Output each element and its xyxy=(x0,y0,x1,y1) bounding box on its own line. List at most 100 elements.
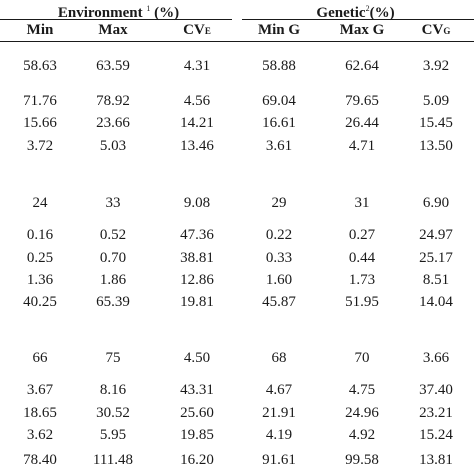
cell-min-g: 0.22 xyxy=(265,227,293,243)
genetic-unit: (%) xyxy=(369,5,395,21)
cell-max: 0.70 xyxy=(99,250,127,266)
cell-max: 1.86 xyxy=(99,272,127,288)
column-header-label: CV xyxy=(183,22,205,38)
column-header-subscript: E xyxy=(204,26,211,36)
cell-cv-g: 3.66 xyxy=(422,350,450,366)
cell-min: 3.67 xyxy=(26,382,54,398)
cell-cv-g: 3.92 xyxy=(422,58,450,74)
column-header-label: Max G xyxy=(339,22,385,38)
cell-max-g: 62.64 xyxy=(345,58,379,74)
genetic-label: Genetic xyxy=(316,5,366,21)
environment-label: Environment xyxy=(57,5,143,21)
column-header-label: Min xyxy=(26,22,54,38)
cell-cv-e: 4.50 xyxy=(183,350,211,366)
cell-cv-e: 4.56 xyxy=(183,93,211,109)
cell-min-g: 58.88 xyxy=(262,58,296,74)
cell-min-g: 45.87 xyxy=(262,294,296,310)
cell-max-g: 0.44 xyxy=(348,250,376,266)
cell-cv-e: 19.85 xyxy=(180,427,214,443)
genetic-group-rule xyxy=(242,19,474,20)
cell-max: 111.48 xyxy=(92,452,134,468)
column-header-cv-g: CVG xyxy=(396,20,474,40)
environment-group-header: Environment 1 (%) xyxy=(0,0,237,21)
cell-cv-e: 38.81 xyxy=(180,250,214,266)
column-header-min-g: Min G xyxy=(239,20,319,40)
cell-cv-g: 13.81 xyxy=(419,452,453,468)
cell-min: 18.65 xyxy=(23,405,57,421)
cell-cv-g: 14.04 xyxy=(419,294,453,310)
cell-max-g: 4.75 xyxy=(348,382,376,398)
cell-cv-g: 25.17 xyxy=(419,250,453,266)
cell-min: 15.66 xyxy=(23,115,57,131)
cell-min: 0.16 xyxy=(26,227,54,243)
cell-cv-e: 47.36 xyxy=(180,227,214,243)
cell-max: 0.52 xyxy=(99,227,127,243)
column-header-label: Max xyxy=(98,22,128,38)
cell-cv-g: 37.40 xyxy=(419,382,453,398)
cell-min: 3.62 xyxy=(26,427,54,443)
cell-max: 75 xyxy=(105,350,121,366)
cell-cv-g: 24.97 xyxy=(419,227,453,243)
cell-max: 78.92 xyxy=(96,93,130,109)
cell-cv-e: 12.86 xyxy=(180,272,214,288)
cell-min: 78.40 xyxy=(23,452,57,468)
cell-min-g: 0.33 xyxy=(265,250,293,266)
cell-min-g: 21.91 xyxy=(262,405,296,421)
cell-max-g: 79.65 xyxy=(345,93,379,109)
cell-min: 66 xyxy=(32,350,48,366)
cell-cv-e: 4.31 xyxy=(183,58,211,74)
cell-cv-g: 23.21 xyxy=(419,405,453,421)
cell-min-g: 68 xyxy=(271,350,287,366)
cell-max: 65.39 xyxy=(96,294,130,310)
environment-unit: (%) xyxy=(154,5,180,21)
cell-max-g: 26.44 xyxy=(345,115,379,131)
cell-min-g: 16.61 xyxy=(262,115,296,131)
cell-min: 40.25 xyxy=(23,294,57,310)
cell-cv-e: 43.31 xyxy=(180,382,214,398)
cell-max-g: 51.95 xyxy=(345,294,379,310)
cell-cv-g: 15.24 xyxy=(419,427,453,443)
cell-max: 8.16 xyxy=(99,382,127,398)
column-header-max-g: Max G xyxy=(322,20,402,40)
genetic-group-header: Genetic2(%) xyxy=(237,0,474,21)
cell-min: 0.25 xyxy=(26,250,54,266)
cell-cv-g: 6.90 xyxy=(422,195,450,211)
header-rule xyxy=(0,41,474,42)
cell-cv-e: 25.60 xyxy=(180,405,214,421)
cell-max: 63.59 xyxy=(96,58,130,74)
cell-min: 3.72 xyxy=(26,138,54,154)
cell-min-g: 69.04 xyxy=(262,93,296,109)
cell-max: 23.66 xyxy=(96,115,130,131)
cell-min: 1.36 xyxy=(26,272,54,288)
cell-max-g: 70 xyxy=(354,350,370,366)
column-header-label: Min G xyxy=(257,22,301,38)
cell-max-g: 0.27 xyxy=(348,227,376,243)
cell-min-g: 4.67 xyxy=(265,382,293,398)
cell-min: 58.63 xyxy=(23,58,57,74)
cell-min: 24 xyxy=(32,195,48,211)
cell-max-g: 4.71 xyxy=(348,138,376,154)
cell-cv-e: 16.20 xyxy=(180,452,214,468)
cell-min-g: 91.61 xyxy=(262,452,296,468)
cell-cv-g: 13.50 xyxy=(419,138,453,154)
cell-cv-e: 9.08 xyxy=(183,195,211,211)
cell-max-g: 4.92 xyxy=(348,427,376,443)
cell-max: 33 xyxy=(105,195,121,211)
cell-max-g: 99.58 xyxy=(345,452,379,468)
cell-max-g: 24.96 xyxy=(345,405,379,421)
cell-cv-e: 14.21 xyxy=(180,115,214,131)
cell-max-g: 31 xyxy=(354,195,370,211)
environment-footnote: 1 xyxy=(146,4,151,13)
environment-group-rule xyxy=(0,19,232,20)
genetic-footnote: 2 xyxy=(365,4,370,13)
cell-cv-e: 19.81 xyxy=(180,294,214,310)
cell-max-g: 1.73 xyxy=(348,272,376,288)
cell-max: 5.95 xyxy=(99,427,127,443)
cell-cv-g: 15.45 xyxy=(419,115,453,131)
cell-min: 71.76 xyxy=(23,93,57,109)
cell-min-g: 3.61 xyxy=(265,138,293,154)
cell-cv-g: 5.09 xyxy=(422,93,450,109)
column-header-label: CV xyxy=(421,22,444,38)
cell-min-g: 4.19 xyxy=(265,427,293,443)
cell-cv-g: 8.51 xyxy=(422,272,450,288)
